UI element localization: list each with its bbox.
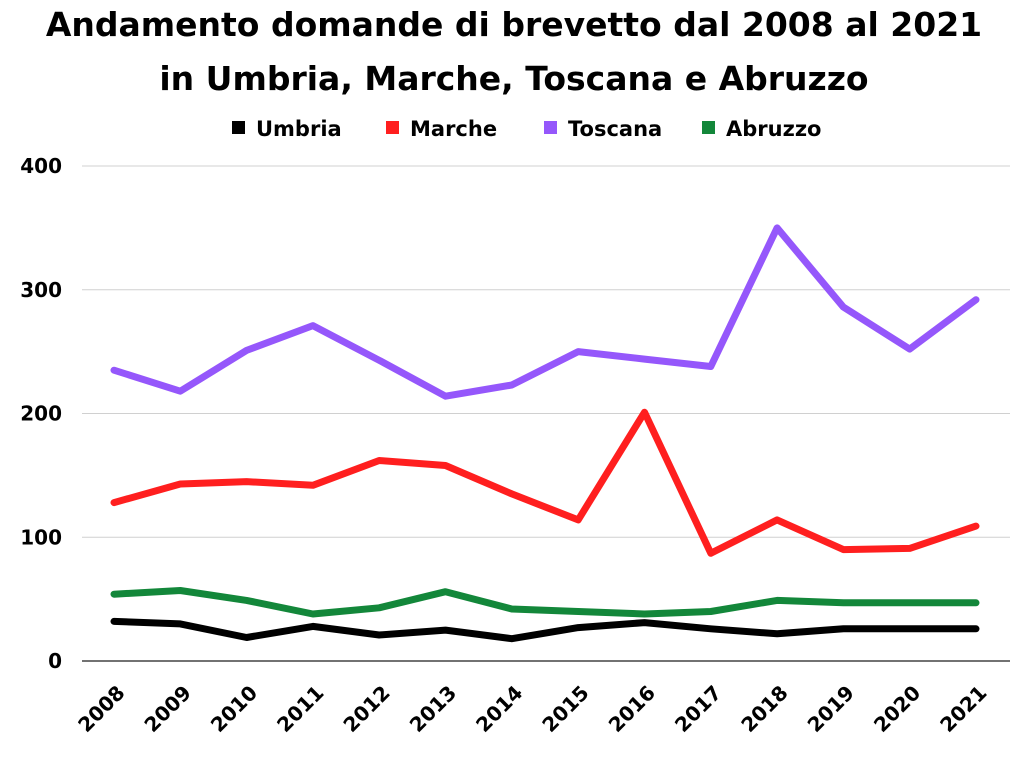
series-lines (110, 224, 980, 643)
series-line-umbria (110, 617, 980, 643)
legend-swatch (544, 121, 557, 134)
series-line-toscana (110, 224, 980, 400)
y-tick-label: 200 (20, 402, 62, 426)
legend-item-marche: Marche (386, 117, 497, 141)
y-tick-label: 300 (20, 278, 62, 302)
x-tick-label: 2020 (869, 681, 925, 737)
y-tick-label: 400 (20, 154, 62, 178)
legend-item-toscana: Toscana (544, 117, 662, 141)
legend: Umbria Marche Toscana Abruzzo (232, 117, 821, 141)
chart-title-line2: in Umbria, Marche, Toscana e Abruzzo (159, 59, 868, 98)
x-tick-label: 2017 (670, 681, 726, 737)
x-tick-label: 2018 (736, 681, 792, 737)
x-tick-label: 2008 (73, 681, 129, 737)
legend-item-umbria: Umbria (232, 117, 342, 141)
y-tick-label: 100 (20, 525, 62, 549)
legend-label: Marche (410, 117, 497, 141)
legend-item-abruzzo: Abruzzo (702, 117, 821, 141)
x-tick-label: 2011 (272, 681, 328, 737)
x-tick-label: 2019 (803, 681, 859, 737)
legend-label: Abruzzo (726, 117, 821, 141)
x-tick-label: 2012 (338, 681, 394, 737)
legend-swatch (232, 121, 245, 134)
x-tick-label: 2016 (604, 681, 660, 737)
chart-title-line1: Andamento domande di brevetto dal 2008 a… (46, 5, 982, 44)
x-axis-ticks: 2008 2009 2010 2011 2012 2013 2014 2015 2016 2017… (73, 681, 991, 737)
x-tick-label: 2013 (405, 681, 461, 737)
series-line-abruzzo (110, 587, 980, 618)
x-tick-label: 2010 (206, 681, 262, 737)
y-axis-ticks: 0 100 200 300 400 (20, 154, 62, 673)
y-tick-label: 0 (48, 649, 62, 673)
legend-label: Umbria (256, 117, 342, 141)
x-tick-label: 2015 (537, 681, 593, 737)
legend-swatch (386, 121, 399, 134)
x-tick-label: 2021 (935, 681, 991, 737)
legend-swatch (702, 121, 715, 134)
series-line-marche (110, 408, 980, 557)
grid-lines (82, 165, 1010, 662)
legend-label: Toscana (568, 117, 662, 141)
x-tick-label: 2009 (140, 681, 196, 737)
x-tick-label: 2014 (471, 681, 527, 737)
